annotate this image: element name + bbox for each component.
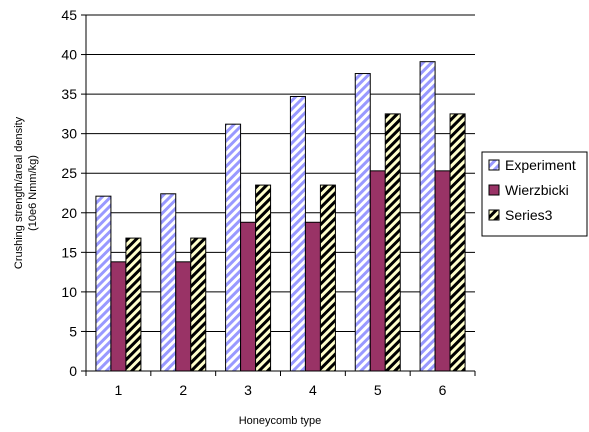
legend-swatch-wierzbicki <box>488 184 500 196</box>
legend-label-series3: Series3 <box>505 207 553 223</box>
y-tick-label: 15 <box>61 244 77 260</box>
bar-experiment-4 <box>289 95 306 372</box>
bar-wierzbicki-2 <box>175 261 192 372</box>
bar-experiment-5 <box>354 73 371 372</box>
bar-wierzbicki-1 <box>110 261 127 372</box>
x-tick-label: 6 <box>439 382 447 398</box>
x-tick-label: 2 <box>179 382 187 398</box>
bar-experiment-1 <box>95 195 112 372</box>
x-tick-label: 5 <box>374 382 382 398</box>
y-axis-ticks: 0 5 10 15 20 25 30 35 40 45 <box>61 7 86 379</box>
y-tick-label: 0 <box>69 363 77 379</box>
legend: Experiment Wierzbicki Series3 <box>481 151 588 237</box>
y-tick-label: 30 <box>61 126 77 142</box>
legend-swatch-experiment <box>488 159 500 171</box>
x-tick-label: 3 <box>244 382 252 398</box>
bar-series3-6 <box>449 113 466 372</box>
bar-wierzbicki-5 <box>369 170 386 372</box>
y-tick-label: 5 <box>69 323 77 339</box>
legend-label-wierzbicki: Wierzbicki <box>505 182 569 198</box>
legend-label-experiment: Experiment <box>505 157 576 173</box>
y-tick-label: 10 <box>61 284 77 300</box>
x-tick-label: 4 <box>309 382 317 398</box>
bar-series3-1 <box>125 237 142 372</box>
y-tick-label: 45 <box>61 7 77 23</box>
bar-wierzbicki-6 <box>434 170 451 372</box>
bar-series3-3 <box>255 184 272 372</box>
bar-experiment-3 <box>225 123 242 372</box>
y-axis-title: Crushing strength/areal density (10e6 Nm… <box>13 116 39 269</box>
gridlines <box>86 14 475 332</box>
y-axis-title-line-1: Crushing strength/areal density <box>13 116 25 269</box>
y-tick-label: 25 <box>61 165 77 181</box>
bar-wierzbicki-4 <box>304 221 321 372</box>
legend-swatch-series3 <box>488 209 500 221</box>
y-axis-title-line-2: (10e6 Nmm/kg) <box>27 155 39 231</box>
x-axis-ticks: 1 2 3 4 5 6 <box>85 371 476 398</box>
y-tick-label: 40 <box>61 47 77 63</box>
bar-experiment-2 <box>160 193 177 372</box>
x-axis-title: Honeycomb type <box>239 415 322 427</box>
bar-series3-5 <box>384 113 401 372</box>
y-tick-label: 20 <box>61 205 77 221</box>
x-tick-label: 1 <box>115 382 123 398</box>
bar-experiment-6 <box>419 61 436 372</box>
bar-series3-4 <box>319 184 336 372</box>
bars <box>95 61 466 372</box>
bar-wierzbicki-3 <box>240 221 257 372</box>
y-tick-label: 35 <box>61 86 77 102</box>
bar-series3-2 <box>190 237 207 372</box>
